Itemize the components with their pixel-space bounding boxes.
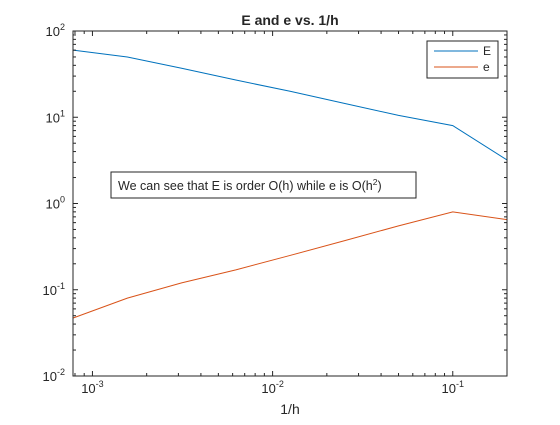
x-tick-label: 10-3 bbox=[81, 379, 103, 396]
series-line-e bbox=[73, 211, 507, 319]
annotation-text: We can see that E is order O(h) while e … bbox=[118, 177, 382, 193]
plot-area bbox=[73, 31, 507, 376]
chart-title: E and e vs. 1/h bbox=[241, 12, 338, 28]
legend: Ee bbox=[426, 40, 499, 79]
axis-ticks bbox=[73, 30, 508, 377]
x-axis-label: 1/h bbox=[280, 401, 299, 417]
legend-label-E: E bbox=[483, 44, 491, 58]
series-layer bbox=[73, 49, 507, 319]
y-tick-label: 100 bbox=[46, 195, 65, 212]
y-tick-labels: 10-2 10-1 100 101 102 bbox=[43, 22, 65, 384]
y-tick-label: 10-2 bbox=[43, 367, 65, 384]
annotation-superscript: 2 bbox=[373, 177, 378, 187]
x-tick-label: 10-1 bbox=[442, 379, 464, 396]
y-tick-label: 101 bbox=[46, 108, 65, 125]
x-tick-label: 10-2 bbox=[261, 379, 283, 396]
y-tick-label: 10-1 bbox=[43, 281, 65, 298]
annotation-box: We can see that E is order O(h) while e … bbox=[110, 171, 417, 199]
x-tick-labels: 10-3 10-2 10-1 bbox=[81, 379, 464, 396]
y-tick-label: 102 bbox=[46, 22, 65, 39]
series-line-E bbox=[73, 49, 507, 161]
legend-label-e: e bbox=[483, 60, 490, 74]
